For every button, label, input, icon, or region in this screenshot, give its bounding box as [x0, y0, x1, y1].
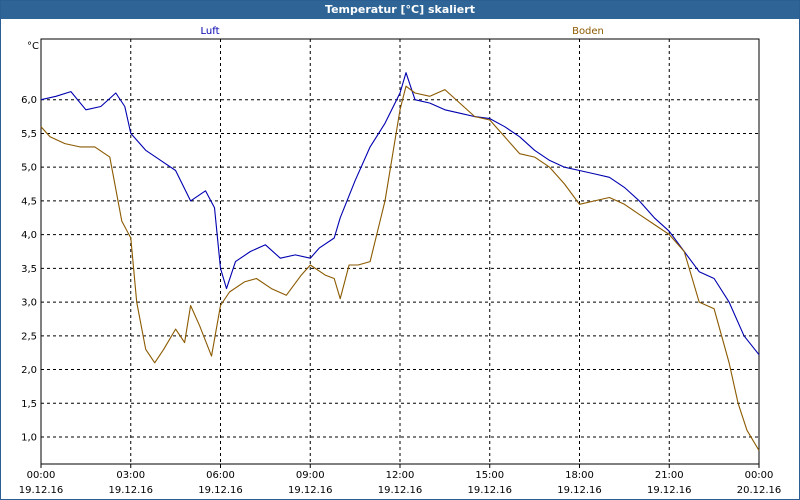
x-tick-time: 15:00 — [475, 470, 504, 481]
x-tick-time: 12:00 — [386, 470, 415, 481]
x-tick-time: 00:00 — [27, 470, 56, 481]
x-tick-time: 09:00 — [296, 470, 325, 481]
x-tick-date: 19.12.16 — [467, 485, 512, 496]
series-line-luft — [40, 72, 760, 356]
legend-boden: Boden — [572, 26, 604, 37]
y-tick-label: 2,0 — [21, 365, 37, 376]
legend-luft: Luft — [201, 26, 220, 37]
series-line-boden — [40, 85, 760, 451]
x-tick-date: 19.12.16 — [288, 485, 333, 496]
x-tick-date: 19.12.16 — [378, 485, 423, 496]
x-tick-date: 19.12.16 — [557, 485, 602, 496]
y-tick-label: 4,5 — [21, 196, 37, 207]
y-tick-label: 5,5 — [21, 129, 37, 140]
temperature-chart: 6,0 5,5 5,0 4,5 4,0 3,5 3,0 2,5 2,0 1,5 1,0 00:00 19… — [19, 26, 782, 496]
x-tick-time: 03:00 — [116, 470, 145, 481]
x-tick-date: 20.12.16 — [737, 485, 782, 496]
x-tick-date: 19.12.16 — [108, 485, 153, 496]
x-tick-date: 19.12.16 — [19, 485, 64, 496]
x-tick-date: 19.12.16 — [647, 485, 692, 496]
plot-area-frame — [40, 38, 760, 465]
y-tick-label: 3,0 — [21, 298, 37, 309]
window-title: Temperatur [°C] skaliert — [1, 1, 799, 19]
x-tick-time: 18:00 — [565, 470, 594, 481]
x-tick-date: 19.12.16 — [198, 485, 243, 496]
y-tick-label: 3,5 — [21, 264, 37, 275]
y-axis-label: °C — [27, 41, 39, 52]
x-tick-time: 21:00 — [655, 470, 684, 481]
y-tick-label: 2,5 — [21, 331, 37, 342]
y-tick-label: 5,0 — [21, 163, 37, 174]
y-tick-label: 6,0 — [21, 95, 37, 106]
y-tick-label: 4,0 — [21, 230, 37, 241]
y-tick-label: 1,5 — [21, 399, 37, 410]
x-tick-time: 00:00 — [745, 470, 774, 481]
y-tick-label: 1,0 — [21, 433, 37, 444]
x-tick-time: 06:00 — [206, 470, 235, 481]
